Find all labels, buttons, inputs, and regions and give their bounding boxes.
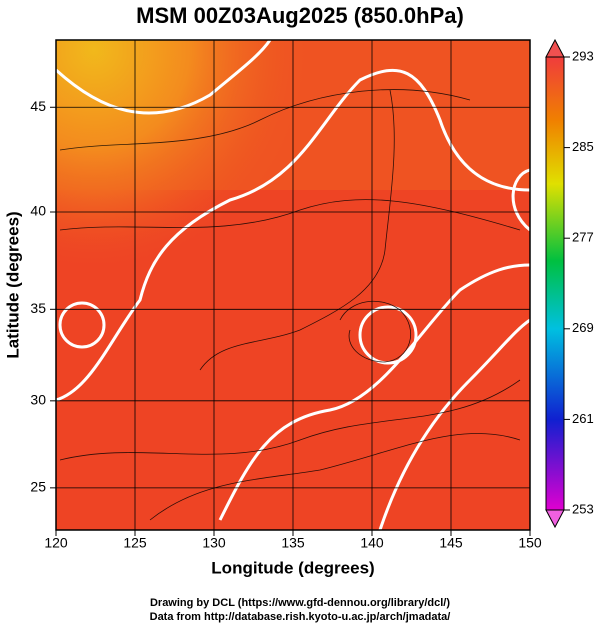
footer-line: Drawing by DCL (https://www.gfd-dennou.o… [150,597,450,609]
colorbar-tick-label: 293 [572,48,594,63]
x-tick-label: 140 [360,535,384,551]
x-tick-label: 145 [439,535,463,551]
y-tick-label: 30 [30,392,46,408]
colorbar-tick-label: 253 [572,501,594,516]
colorbar-min-arrow [545,509,565,529]
colorbar-tick-label: 285 [572,139,594,154]
x-tick-label: 125 [123,535,147,551]
footer-line: Data from http://database.rish.kyoto-u.a… [150,611,451,623]
y-tick-label: 40 [30,203,46,219]
x-tick-label: 150 [518,535,542,551]
x-axis-label: Longitude (degrees) [211,558,374,577]
y-tick-label: 35 [30,300,46,316]
x-tick-label: 130 [202,535,226,551]
y-axis-label: Latitude (degrees) [3,211,22,358]
x-tick-label: 120 [44,535,68,551]
colorbar-tick-label: 261 [572,411,594,426]
colorbar-tick-label: 277 [572,230,594,245]
y-tick-label: 25 [30,479,46,495]
y-tick-label: 45 [30,98,46,114]
x-tick-label: 135 [281,535,305,551]
colorbar-max-arrow [545,38,565,58]
colorbar-tick-label: 269 [572,320,594,335]
colorbar [545,56,565,511]
title: MSM 00Z03Aug2025 (850.0hPa) [136,3,464,28]
